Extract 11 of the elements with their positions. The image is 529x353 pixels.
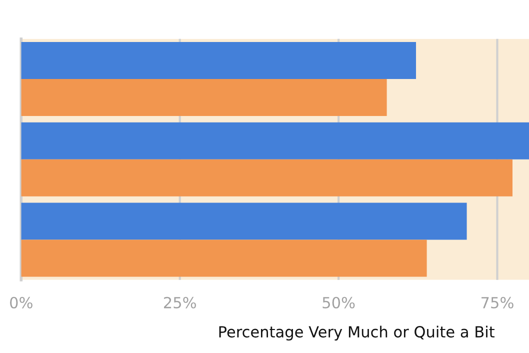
bar [21,159,512,196]
x-axis-title: Percentage Very Much or Quite a Bit [219,326,494,341]
bar [21,240,427,277]
bar [21,79,387,116]
bar [21,202,467,240]
x-tick-label: 75% [482,296,514,308]
bar [21,122,529,160]
bar [21,42,416,80]
x-tick-label: 0% [10,296,32,308]
x-tick-label: 50% [322,296,355,308]
x-tick-label: 25% [164,296,196,308]
